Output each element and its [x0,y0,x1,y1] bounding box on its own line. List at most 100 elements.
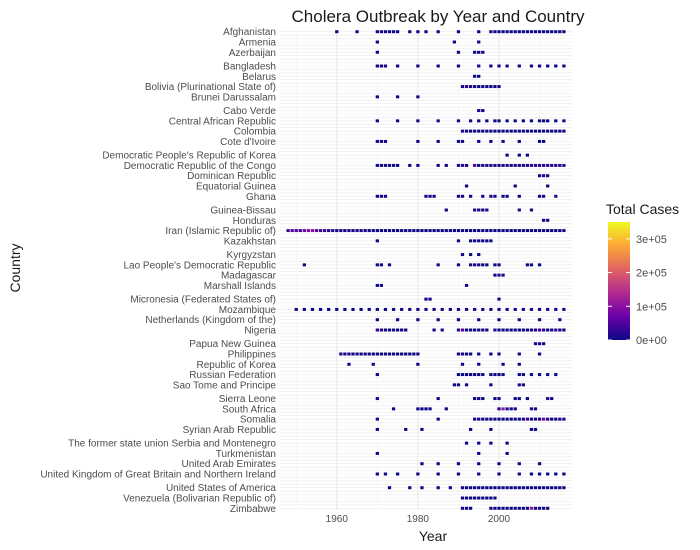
heatmap-cell [477,64,481,68]
heatmap-cell [493,496,497,500]
heatmap-cell [529,307,534,311]
heatmap-cell [456,352,461,356]
heatmap-cell [473,129,477,133]
heatmap-cell [335,229,339,233]
heatmap-cell [485,486,489,490]
country-label: Colombia [234,127,277,138]
heatmap-cell [529,30,534,34]
heatmap-cell [468,328,473,332]
heatmap-cell [537,318,542,322]
heatmap-cell [347,352,351,356]
heatmap-cell [505,407,509,411]
heatmap-cell [521,506,525,510]
heatmap-cell [416,119,420,123]
heatmap-cell [294,229,298,233]
heatmap-cell [477,129,481,133]
heatmap-cell [533,328,538,332]
heatmap-cell [489,129,493,133]
grid-layer [280,30,572,510]
heatmap-cell [529,427,534,431]
country-label: United States of America [166,483,276,494]
heatmap-cell [379,30,384,34]
heatmap-cell [521,417,525,421]
heatmap-cell [456,318,461,322]
heatmap-cell [558,328,562,332]
heatmap-cell [464,307,469,311]
heatmap-cell [489,194,493,198]
heatmap-cell [550,328,554,332]
heatmap-cell [521,129,525,133]
heatmap-cell [477,373,481,377]
heatmap-cell [505,417,509,421]
heatmap-cell [318,307,323,311]
country-label: Mozambique [219,305,277,316]
country-label: Turkmenistan [216,449,276,460]
heatmap-cell [562,163,566,167]
heatmap-cell [343,307,347,311]
heatmap-cell [537,129,542,133]
heatmap-cell [477,318,481,322]
heatmap-cell [521,30,525,34]
cells-layer [286,30,566,510]
country-label: Sao Tome and Principe [173,380,277,391]
heatmap-cell [513,30,517,34]
heatmap-cell [395,30,400,34]
heatmap-cell [327,307,331,311]
heatmap-cell [485,328,489,332]
heatmap-cell [537,417,542,421]
heatmap-cell [351,307,355,311]
country-label: Russian Federation [189,370,276,381]
heatmap-cell [493,194,497,198]
heatmap-cell [513,407,517,411]
heatmap-cell [400,352,404,356]
heatmap-cell [493,263,497,267]
heatmap-cell [558,229,562,233]
heatmap-cell [509,417,513,421]
heatmap-cell [416,95,420,99]
heatmap-cell [395,163,400,167]
heatmap-cell [517,229,521,233]
heatmap-cell [456,163,461,167]
heatmap-cell [562,119,566,123]
heatmap-cell [335,30,339,34]
heatmap-cell [468,229,473,233]
heatmap-cell [537,119,542,123]
heatmap-cell [456,328,461,332]
heatmap-cell [444,208,448,212]
heatmap-cell [473,417,477,421]
heatmap-cell [529,129,534,133]
heatmap-cell [375,417,379,421]
heatmap-cell [412,352,416,356]
heatmap-cell [452,40,457,44]
heatmap-cell [395,318,400,322]
heatmap-cell [306,229,311,233]
x-tick-label: 2000 [488,514,511,525]
heatmap-cell [546,373,550,377]
heatmap-cell [322,229,327,233]
heatmap-cell [513,486,517,490]
heatmap-cell [379,229,384,233]
heatmap-cell [497,163,501,167]
heatmap-cell [537,328,542,332]
heatmap-cell [481,328,485,332]
heatmap-cell [395,229,400,233]
country-label: Philippines [228,350,276,361]
heatmap-cell [468,253,473,257]
heatmap-cell [546,417,550,421]
heatmap-cell [554,307,558,311]
heatmap-cell [533,163,538,167]
heatmap-cell [432,229,436,233]
heatmap-cell [375,427,379,431]
heatmap-cell [525,328,530,332]
heatmap-cell [452,383,457,387]
heatmap-cell [525,163,530,167]
heatmap-cell [468,496,473,500]
country-label: Belarus [242,72,276,83]
heatmap-cell [525,153,530,157]
heatmap-cell [436,417,440,421]
heatmap-cell [533,407,538,411]
heatmap-cell [456,373,461,377]
heatmap-cell [509,506,513,510]
heatmap-cell [558,163,562,167]
heatmap-cell [367,229,371,233]
